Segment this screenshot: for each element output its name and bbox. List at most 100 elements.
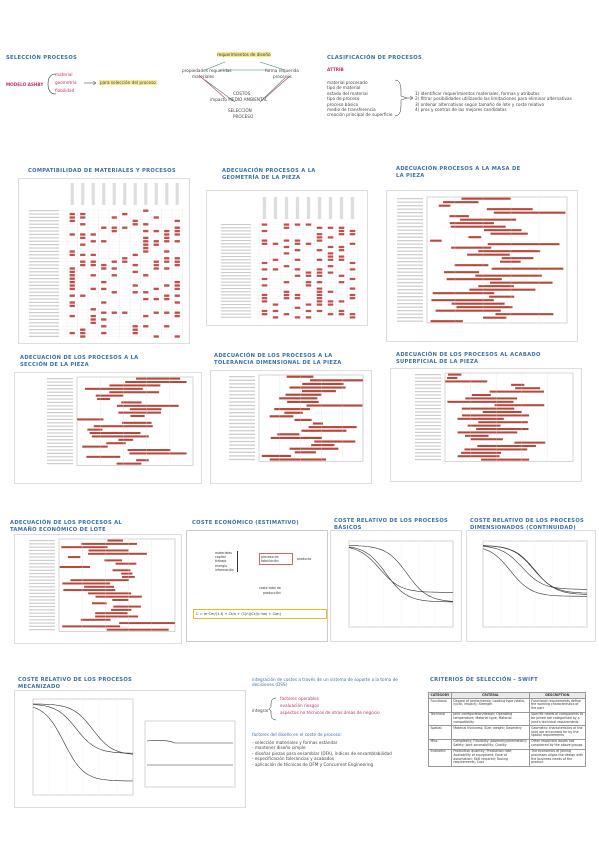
c2-panel: [206, 190, 368, 326]
col-label: [165, 183, 169, 205]
matrix-marker: [164, 229, 170, 233]
row-label: [397, 278, 423, 280]
row-label: [397, 226, 423, 228]
matrix-marker: [327, 226, 334, 229]
matrix-marker: [153, 263, 159, 267]
range-bar: [478, 285, 514, 288]
row-label: [397, 233, 423, 235]
row-label: [415, 377, 441, 379]
row-label: [221, 287, 251, 290]
matrix-marker: [132, 328, 138, 331]
row-label: [229, 437, 255, 439]
row-label: [221, 271, 251, 274]
matrix-marker: [153, 240, 159, 243]
criterios-title: CRITERIOS DE SELECCIÓN - SWIFT: [430, 677, 539, 683]
matrix-marker: [272, 258, 279, 261]
matrix-marker: [69, 301, 75, 304]
col-label: [123, 183, 127, 205]
matrix-marker: [283, 226, 290, 229]
row-label: [47, 384, 73, 387]
row-label: [397, 268, 423, 270]
row-label: [47, 398, 73, 400]
matrix-marker: [143, 223, 149, 226]
matrix-marker: [132, 325, 138, 328]
sec3-step: 2) filtrar posibilidades utilizando las …: [415, 96, 572, 102]
row-label: [29, 247, 59, 249]
row-label: [415, 448, 441, 451]
factor-item: - diseñar piezas para ensamblar (DFA), í…: [252, 750, 392, 756]
row-label: [397, 243, 423, 245]
range-bar: [306, 404, 363, 407]
range-bar: [483, 229, 522, 232]
row-label: [229, 458, 255, 461]
matrix-marker: [111, 267, 117, 270]
row-label: [397, 222, 423, 224]
cost-input: trabajo: [215, 559, 227, 564]
matrix-marker: [261, 223, 268, 226]
table-row: Misc. Complexity; Flexibility (assembly/…: [428, 738, 587, 750]
row-label: [47, 422, 73, 424]
factor-item: - selección materiales y formas estándar: [252, 740, 338, 745]
row-label: [397, 299, 423, 301]
row-label: [29, 244, 59, 246]
range-bar: [122, 421, 152, 424]
range-bar: [136, 459, 149, 462]
matrix-marker: [122, 212, 128, 216]
range-bar: [125, 381, 187, 384]
sec3-steps: 1) identificar requerimientos materiales…: [415, 91, 595, 113]
matrix-marker: [101, 240, 107, 243]
matrix-marker: [316, 281, 323, 284]
matrix-marker: [174, 260, 180, 263]
c8-panel: materiales capital trabajo energía infor…: [186, 530, 328, 642]
matrix-marker: [174, 226, 180, 229]
matrix-marker: [122, 311, 128, 314]
matrix-marker: [143, 209, 149, 212]
matrix-marker: [294, 306, 301, 309]
matrix-marker: [69, 331, 75, 335]
diagram-costos: COSTOS: [233, 91, 251, 96]
range-bar: [285, 393, 322, 396]
range-bar: [435, 309, 501, 312]
range-bar: [446, 278, 502, 281]
row-label: [415, 438, 441, 440]
range-bar: [261, 454, 291, 458]
row-label: [29, 586, 55, 588]
row-label: [229, 433, 255, 435]
criterios-cell: Economic: [428, 748, 452, 767]
matrix-marker: [153, 267, 159, 270]
matrix-marker: [294, 258, 301, 261]
matrix-marker: [80, 335, 86, 338]
row-label: [29, 325, 59, 327]
row-label: [29, 240, 59, 242]
range-bar: [486, 208, 533, 211]
row-label: [221, 236, 251, 238]
row-label: [397, 205, 423, 207]
c6-chart: [415, 372, 574, 462]
range-bar: [457, 455, 500, 458]
row-label: [29, 622, 55, 624]
row-label: [29, 220, 59, 222]
matrix-marker: [174, 284, 180, 287]
row-label: [229, 397, 255, 399]
range-bar: [430, 239, 442, 242]
range-bar: [121, 401, 142, 404]
c4-panel: [14, 372, 202, 484]
matrix-marker: [69, 216, 75, 219]
row-label: [397, 257, 423, 259]
range-bar: [88, 552, 147, 555]
dss-item: aspectos no técnicos de otras áreas de n…: [280, 710, 380, 715]
matrix-marker: [294, 268, 301, 271]
row-label: [47, 401, 73, 404]
row-label: [397, 219, 423, 221]
range-bar: [432, 292, 495, 295]
cost-inputs: materiales capital trabajo energía infor…: [215, 551, 238, 573]
matrix-marker: [111, 311, 117, 314]
criterios-cell: Functional requirements define the worki…: [528, 697, 587, 713]
row-label: [229, 376, 255, 378]
row-label: [397, 310, 423, 312]
range-bar: [115, 562, 137, 565]
row-label: [415, 408, 441, 410]
row-label: [29, 288, 59, 290]
range-bar: [104, 559, 122, 562]
range-bar: [62, 625, 121, 628]
